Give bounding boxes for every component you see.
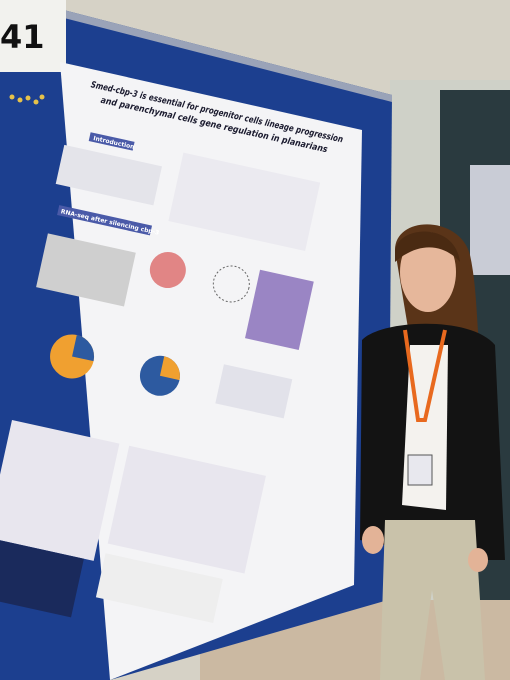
section-header-box bbox=[88, 132, 135, 151]
panel bbox=[0, 420, 120, 561]
hand bbox=[468, 548, 488, 572]
sign-card bbox=[0, 0, 66, 72]
badge bbox=[407, 454, 433, 486]
sign-number: 41 bbox=[0, 18, 45, 56]
pin bbox=[9, 94, 15, 100]
section-header-box bbox=[57, 205, 153, 236]
pin bbox=[39, 94, 45, 100]
panel bbox=[107, 445, 266, 574]
distant-poster bbox=[470, 165, 510, 275]
table bbox=[36, 233, 136, 307]
face bbox=[400, 232, 456, 312]
microscopy-images bbox=[0, 539, 84, 618]
pins bbox=[9, 94, 45, 105]
conclusions bbox=[95, 553, 223, 623]
circular-plot bbox=[212, 265, 250, 303]
pie-slice bbox=[72, 334, 95, 362]
lanyard bbox=[403, 329, 447, 422]
hair-top bbox=[395, 231, 460, 262]
panel bbox=[55, 144, 162, 206]
volcano-plot bbox=[149, 252, 186, 289]
trousers bbox=[380, 520, 485, 680]
board-frame bbox=[25, 0, 392, 102]
pin bbox=[25, 95, 31, 101]
bar-chart bbox=[215, 364, 293, 419]
heatmap bbox=[245, 269, 314, 350]
pin bbox=[17, 97, 23, 103]
panel bbox=[168, 152, 321, 252]
hand bbox=[362, 526, 384, 554]
pin bbox=[33, 99, 39, 105]
pie-slice bbox=[159, 356, 180, 381]
